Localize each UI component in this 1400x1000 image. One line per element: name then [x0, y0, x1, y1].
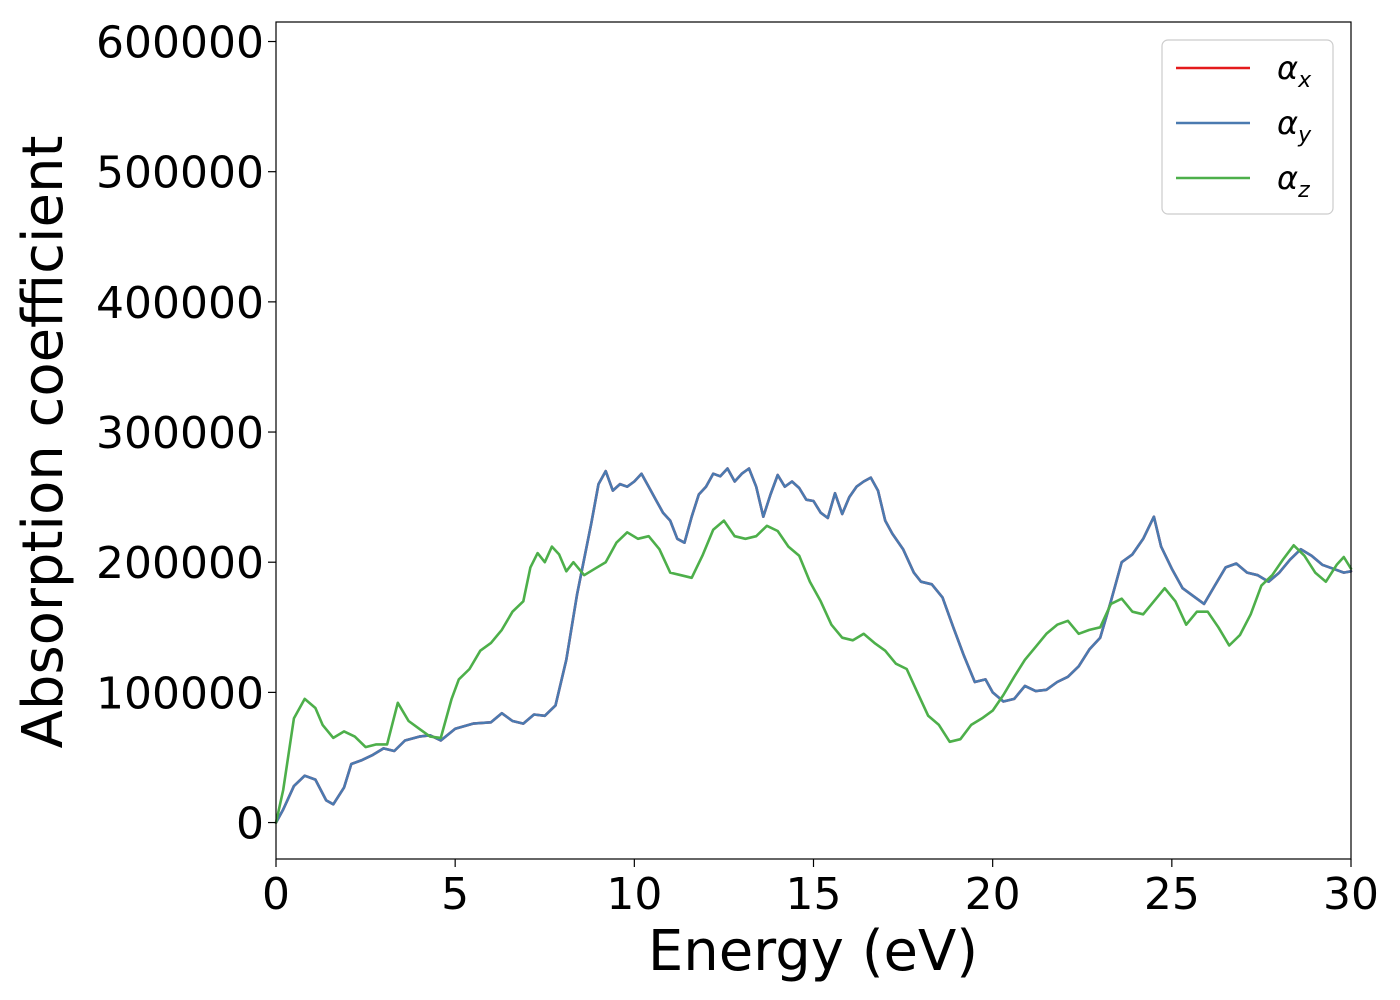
x-axis: 0 5 10 15 20 25 30 [262, 859, 1379, 920]
y-tick-label: 100000 [96, 668, 264, 719]
legend-label-main: α [1277, 159, 1298, 197]
series-line-x [274, 467, 1353, 824]
legend-label-y: αy [1277, 104, 1312, 148]
legend-label-sub: z [1297, 178, 1310, 203]
y-tick-label: 500000 [96, 148, 264, 199]
x-tick-label: 0 [262, 869, 290, 920]
series-line-z [274, 519, 1353, 824]
series-layer [274, 467, 1353, 824]
legend-label-main: α [1277, 104, 1298, 142]
y-tick-label: 600000 [96, 18, 264, 69]
y-tick-label: 200000 [96, 538, 264, 589]
y-tick-label: 400000 [96, 278, 264, 329]
x-tick-label: 5 [441, 869, 469, 920]
x-tick-label: 20 [965, 869, 1021, 920]
legend-label-sub: y [1297, 123, 1312, 148]
legend-label-sub: x [1297, 68, 1312, 93]
x-tick-label: 15 [786, 869, 842, 920]
legend-label-z: αz [1277, 159, 1310, 203]
series-line-y [274, 467, 1353, 824]
x-tick-label: 10 [606, 869, 662, 920]
x-tick-label: 30 [1323, 869, 1379, 920]
y-axis-title: Absorption coefficient [11, 136, 76, 749]
y-tick-label: 0 [236, 799, 264, 850]
y-tick-label: 300000 [96, 408, 264, 459]
x-axis-title: Energy (eV) [648, 919, 978, 984]
y-axis: 0 100000 200000 300000 400000 500000 600000 [96, 18, 276, 850]
legend-label-x: αx [1277, 49, 1312, 93]
legend-box [1161, 39, 1334, 215]
legend-label-main: α [1277, 49, 1298, 87]
x-tick-label: 25 [1144, 869, 1200, 920]
